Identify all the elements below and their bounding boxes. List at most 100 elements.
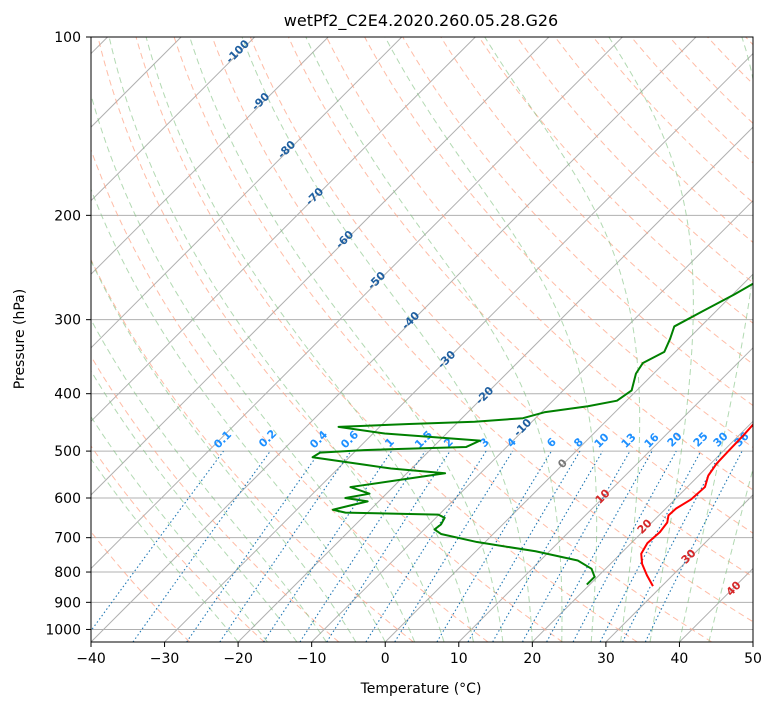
mixing-ratio-line — [365, 450, 487, 642]
mixing-ratio-label: 16 — [642, 430, 662, 450]
mixing-ratio-line — [521, 450, 631, 642]
dry-adiabat-line — [287, 37, 753, 534]
dry-adiabat-line — [91, 355, 340, 642]
x-tick-label: 0 — [381, 651, 390, 667]
dewpoint-line — [311, 282, 753, 586]
dry-adiabat-line — [135, 37, 638, 642]
dry-adiabat-line — [592, 37, 753, 204]
moist-adiabat-line — [91, 415, 268, 642]
isotherm-line — [91, 37, 623, 570]
y-tick-label: 800 — [54, 565, 81, 581]
moist-adiabat-line — [145, 37, 474, 642]
y-tick-label: 200 — [54, 208, 81, 224]
mixing-ratio-line — [91, 450, 224, 632]
mixing-ratio-label: 36 — [732, 429, 752, 449]
isotherm-line — [311, 199, 753, 642]
mixing-ratio-label: 25 — [691, 430, 711, 450]
moist-adiabat-line — [241, 37, 533, 642]
dry-adiabat-label: -50 — [365, 269, 388, 292]
isotherm-line — [605, 494, 753, 642]
moist-adiabat-line — [91, 259, 357, 642]
moist-adiabat-line — [91, 369, 298, 642]
y-tick-label: 400 — [54, 387, 81, 403]
dry-adiabat-line — [554, 37, 753, 244]
dry-adiabat-line — [478, 37, 753, 324]
dry-adiabat-line — [91, 445, 265, 642]
temperature-line — [640, 423, 753, 587]
y-tick-label: 1000 — [45, 622, 81, 638]
x-tick-label: 20 — [523, 651, 541, 667]
moist-adiabat-line — [189, 37, 504, 642]
mixing-ratio-label: 13 — [619, 431, 639, 451]
isotherm-line — [91, 37, 403, 349]
mixing-ratio-line — [599, 450, 702, 642]
moist-adiabat-line — [708, 467, 753, 642]
y-axis-label: Pressure (hPa) — [12, 289, 28, 389]
dry-adiabat-line — [91, 148, 489, 642]
y-tick-label: 500 — [54, 444, 81, 460]
x-tick-label: 30 — [597, 651, 615, 667]
dry-adiabat-line — [91, 258, 414, 642]
background-lines — [91, 37, 753, 642]
isotherm-line — [91, 37, 256, 202]
mixing-ratio-label: 1 — [382, 435, 397, 450]
dry-adiabat-label: -60 — [333, 228, 356, 251]
moist-adiabat-line — [108, 37, 445, 642]
dry-adiabat-label: -90 — [249, 90, 272, 113]
plot-frame — [90, 36, 754, 643]
dry-adiabat-line — [364, 37, 753, 449]
moist-adiabat-line — [91, 188, 386, 642]
y-tick-label: 900 — [54, 595, 81, 611]
moist-adiabat-line — [678, 37, 753, 642]
dry-adiabat-line — [249, 37, 753, 578]
mixing-ratio-line — [299, 450, 426, 642]
dry-adiabat-line — [97, 37, 563, 642]
isotherm-line — [531, 420, 753, 642]
mixing-ratio-label: 0.2 — [256, 427, 279, 450]
dry-adiabat-line — [211, 37, 753, 623]
x-axis-label: Temperature (°C) — [360, 681, 482, 697]
dry-adiabat-line — [630, 37, 753, 164]
x-tick-label: 50 — [744, 651, 762, 667]
y-axis: 100 200 300 400 500 600 700 800 900 1000 — [45, 30, 91, 638]
x-tick-label: 10 — [450, 651, 468, 667]
mixing-ratio-line — [132, 450, 271, 642]
isotherm-line — [384, 273, 753, 642]
moist-adiabat-line — [608, 37, 694, 642]
mixing-ratio-label: 0.4 — [307, 428, 330, 451]
isotherm-line — [91, 37, 329, 275]
mixing-ratio-label: 0.6 — [338, 428, 361, 451]
isotherm-line — [458, 347, 753, 642]
moist-adiabat-line — [305, 37, 563, 642]
dry-adiabat-line — [707, 37, 753, 85]
x-tick-label: 40 — [671, 651, 689, 667]
mixing-ratio-label: 0.1 — [211, 428, 234, 451]
mixing-ratio-line — [186, 450, 321, 642]
dry-adiabat-line — [516, 37, 753, 284]
x-tick-label: −40 — [76, 651, 106, 667]
dry-adiabat-line — [91, 531, 191, 642]
mixing-ratio-label: 10 — [592, 430, 612, 450]
dry-adiabat-line — [745, 37, 753, 46]
dry-adiabat-label: -70 — [303, 185, 326, 208]
chart-title: wetPf2_C2E4.2020.260.05.28.G26 — [284, 11, 558, 31]
x-tick-label: −20 — [223, 651, 253, 667]
moist-adiabat-line — [484, 37, 641, 642]
dry-adiabat-line — [440, 37, 753, 365]
isotherm-line — [237, 126, 753, 642]
mixing-ratio-line — [644, 450, 743, 642]
mixing-ratio-line — [546, 450, 653, 642]
y-tick-label: 300 — [54, 313, 81, 329]
mixing-ratio-line — [326, 450, 451, 642]
moist-adiabat-label: 20 — [635, 516, 655, 536]
mixing-ratio-line — [219, 450, 352, 642]
dry-adiabat-line — [402, 37, 753, 407]
dry-adiabat-label: -100 — [223, 37, 252, 66]
moist-adiabat-line — [91, 458, 239, 642]
isotherm-line — [91, 37, 697, 642]
dry-adiabat-line — [326, 37, 753, 491]
isotherm-line — [164, 52, 753, 642]
y-tick-label: 700 — [54, 531, 81, 547]
mixing-ratio-line — [467, 450, 581, 642]
